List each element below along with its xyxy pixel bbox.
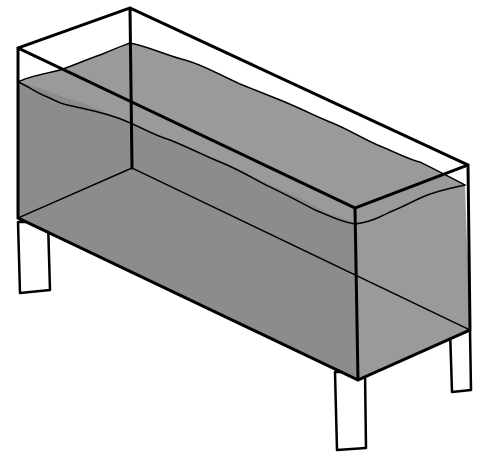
tank-right-vertical-edge [466, 163, 472, 332]
tank-bottom-front-edge [16, 216, 472, 382]
water-surface-right-line [354, 184, 466, 225]
tank-front-vertical-edge [353, 206, 360, 382]
leg-front-right [333, 370, 368, 452]
leg-back-left [16, 220, 52, 295]
tank-back-vertical-edge [128, 6, 134, 170]
leg-back-right [448, 328, 473, 394]
water-front-face [18, 82, 358, 380]
water-surface-front-line [17, 81, 356, 225]
water-surface-back-line [17, 42, 466, 186]
